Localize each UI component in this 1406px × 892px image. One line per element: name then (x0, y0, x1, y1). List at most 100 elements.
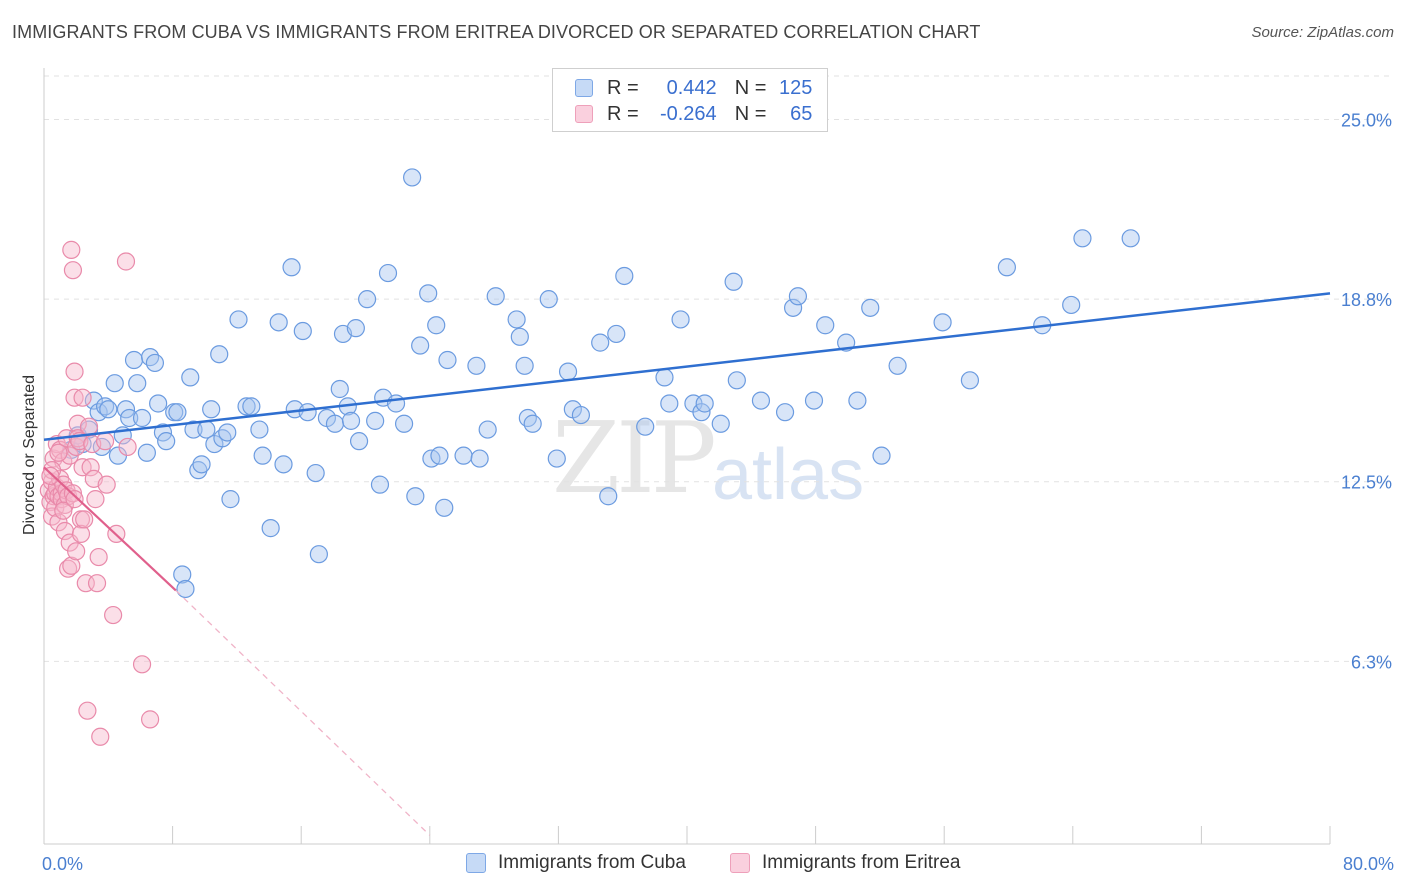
trendline-eritrea (43, 466, 177, 592)
y-tick-label: 25.0% (1341, 110, 1392, 130)
legend-row-eritrea: R = -0.264 N = 65 (575, 102, 812, 126)
data-point-eritrea (71, 524, 91, 544)
axes (43, 68, 1331, 845)
data-point-cuba (861, 298, 880, 317)
data-point-cuba (95, 397, 115, 416)
data-point-cuba (571, 405, 591, 425)
data-point-cuba (406, 487, 425, 506)
data-point-cuba (213, 429, 232, 448)
data-point-cuba (218, 423, 237, 442)
data-point-cuba (816, 316, 835, 335)
data-point-cuba (358, 290, 377, 309)
data-point-cuba (269, 313, 288, 332)
data-point-cuba (149, 394, 168, 413)
data-point-cuba (539, 290, 558, 309)
data-point-cuba (724, 272, 743, 291)
data-point-cuba (933, 313, 952, 332)
data-point-cuba (84, 391, 103, 410)
data-point-cuba (427, 316, 446, 335)
x-tick-label-max: 80.0% (1343, 854, 1394, 874)
data-point-cuba (435, 498, 454, 517)
data-point-eritrea (54, 501, 73, 520)
data-point-eritrea (62, 240, 81, 259)
data-point-cuba (518, 408, 537, 428)
data-point-eritrea (79, 417, 99, 436)
watermark-atlas: atlas (712, 435, 865, 515)
data-point-cuba (210, 345, 229, 364)
data-point-cuba (168, 403, 187, 422)
data-point-cuba (386, 394, 406, 413)
data-point-cuba (309, 545, 328, 564)
data-point-eritrea (78, 701, 97, 720)
data-point-cuba (293, 321, 312, 341)
legend-n-value-cuba: 125 (779, 76, 813, 99)
data-point-cuba (105, 374, 124, 393)
data-point-cuba (330, 379, 349, 399)
data-point-cuba (486, 287, 505, 306)
data-point-eritrea (73, 388, 92, 407)
data-point-eritrea (95, 432, 115, 451)
data-point-cuba (510, 327, 529, 346)
data-point-cuba (591, 333, 610, 352)
data-point-cuba (711, 414, 730, 433)
data-point-cuba (145, 353, 165, 373)
trendline-eritrea-extension (175, 589, 431, 836)
data-point-cuba (997, 258, 1016, 277)
series-legend: Immigrants from Cuba Immigrants from Eri… (0, 852, 1406, 878)
series-cuba-points (62, 168, 1140, 599)
source-credit: Source: ZipAtlas.com (1251, 24, 1394, 41)
data-point-cuba (783, 298, 803, 317)
legend-label-eritrea: Immigrants from Eritrea (762, 852, 961, 873)
watermark-zip: ZIP (552, 402, 717, 516)
data-point-cuba (430, 446, 449, 465)
data-point-cuba (470, 449, 489, 468)
legend-swatch-eritrea (730, 853, 750, 873)
data-point-eritrea (41, 466, 60, 486)
data-point-cuba (695, 394, 714, 413)
data-point-cuba (132, 408, 152, 428)
data-point-cuba (221, 490, 240, 509)
legend-n-value-eritrea: 65 (790, 102, 813, 125)
data-point-cuba (467, 356, 486, 375)
data-point-cuba (507, 310, 526, 329)
data-point-cuba (751, 391, 771, 410)
data-point-cuba (370, 475, 390, 494)
legend-item-cuba: Immigrants from Cuba (466, 852, 686, 874)
correlation-legend: R = 0.442 N = 125 R = -0.264 N = 65 (552, 68, 828, 132)
data-point-eritrea (91, 727, 110, 746)
data-point-cuba (960, 371, 980, 390)
y-axis-label: Divorced or Separated (21, 375, 38, 535)
data-point-cuba (848, 391, 867, 410)
data-point-cuba (237, 397, 256, 416)
data-point-cuba (128, 374, 147, 393)
data-point-cuba (804, 391, 824, 410)
legend-item-eritrea: Immigrants from Eritrea (730, 852, 960, 874)
data-point-eritrea (86, 490, 105, 509)
data-point-cuba (349, 432, 369, 451)
y-tick-label: 6.3% (1351, 652, 1392, 672)
legend-label-cuba: Immigrants from Cuba (498, 852, 686, 873)
data-point-cuba (229, 310, 248, 329)
series-eritrea-points (39, 240, 160, 746)
data-point-cuba (298, 403, 317, 422)
data-point-cuba (558, 362, 578, 381)
data-point-cuba (615, 266, 634, 286)
data-point-cuba (192, 455, 211, 474)
legend-row-cuba: R = 0.442 N = 125 (575, 76, 812, 100)
data-point-cuba (655, 368, 674, 387)
data-point-cuba (788, 287, 808, 306)
data-point-cuba (202, 400, 221, 419)
data-point-cuba (189, 461, 208, 480)
legend-swatch-cuba (466, 853, 486, 873)
trend-lines (43, 292, 1331, 836)
data-point-eritrea (118, 437, 137, 457)
data-point-eritrea (63, 261, 83, 280)
data-point-cuba (261, 519, 280, 538)
data-point-cuba (872, 446, 891, 465)
data-point-cuba (1121, 229, 1140, 248)
data-point-cuba (306, 463, 325, 483)
data-point-eritrea (59, 559, 78, 578)
data-point-cuba (403, 168, 422, 187)
data-point-cuba (547, 449, 566, 468)
